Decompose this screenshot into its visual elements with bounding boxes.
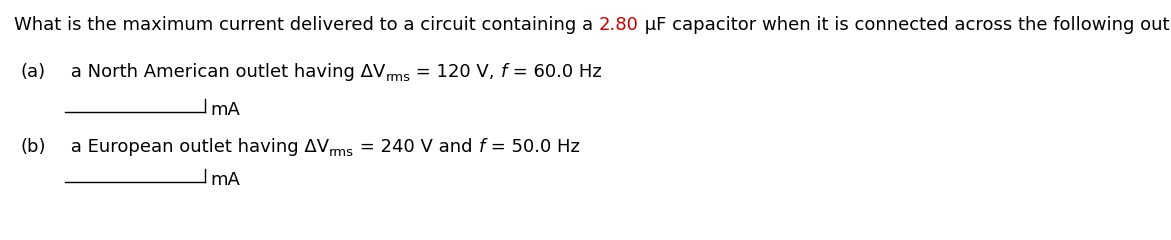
- Text: f: f: [479, 138, 485, 156]
- Text: = 50.0 Hz: = 50.0 Hz: [485, 138, 580, 156]
- Text: = 240 V and: = 240 V and: [354, 138, 479, 156]
- Text: = 120 V,: = 120 V,: [410, 63, 501, 81]
- Text: a North American outlet having ΔV: a North American outlet having ΔV: [66, 63, 385, 81]
- Text: a European outlet having ΔV: a European outlet having ΔV: [66, 138, 329, 156]
- Text: What is the maximum current delivered to a circuit containing a: What is the maximum current delivered to…: [14, 16, 598, 34]
- Text: mA: mA: [210, 101, 240, 119]
- Text: rms: rms: [329, 146, 354, 159]
- Text: = 60.0 Hz: = 60.0 Hz: [507, 63, 602, 81]
- Text: rms: rms: [385, 71, 410, 84]
- Text: mA: mA: [210, 171, 240, 189]
- Text: μF capacitor when it is connected across the following outlets?: μF capacitor when it is connected across…: [638, 16, 1171, 34]
- Text: f: f: [501, 63, 507, 81]
- Text: 2.80: 2.80: [598, 16, 638, 34]
- Text: (b): (b): [20, 138, 46, 156]
- Text: (a): (a): [20, 63, 46, 81]
